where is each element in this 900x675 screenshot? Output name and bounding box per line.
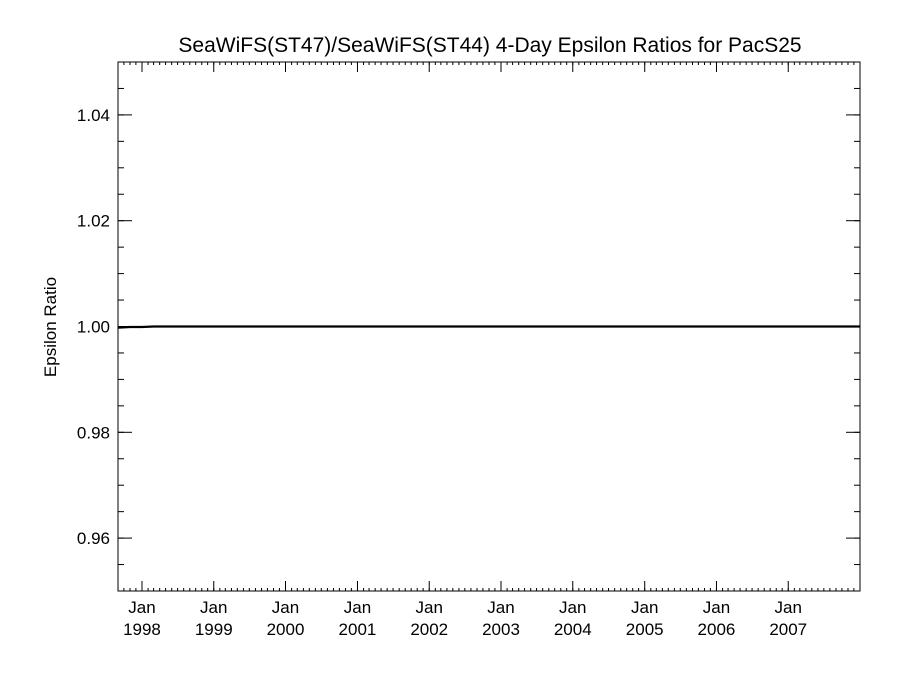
chart-title: SeaWiFS(ST47)/SeaWiFS(ST44) 4-Day Epsilo… — [178, 34, 801, 57]
x-tick-label-month: Jan — [128, 598, 155, 617]
y-tick-label: 1.02 — [77, 212, 110, 231]
x-tick-label-year: 2001 — [339, 620, 377, 639]
x-tick-label-month: Jan — [272, 598, 299, 617]
x-tick-label-year: 2005 — [626, 620, 664, 639]
series-line — [117, 325, 860, 329]
x-tick-label-month: Jan — [559, 598, 586, 617]
x-tick-label-year: 2004 — [554, 620, 592, 639]
x-tick-label-year: 2006 — [698, 620, 736, 639]
x-tick-label-month: Jan — [631, 598, 658, 617]
x-tick-label-month: Jan — [487, 598, 514, 617]
x-tick-label-year: 1999 — [195, 620, 233, 639]
y-tick-label: 0.98 — [77, 423, 110, 442]
x-tick-label-year: 1998 — [123, 620, 161, 639]
y-tick-label: 1.04 — [77, 106, 110, 125]
x-tick-label-month: Jan — [416, 598, 443, 617]
y-tick-label: 1.00 — [77, 318, 110, 337]
x-tick-label-year: 2007 — [769, 620, 807, 639]
x-tick-label-month: Jan — [344, 598, 371, 617]
x-tick-label-year: 2002 — [410, 620, 448, 639]
x-tick-label-month: Jan — [775, 598, 802, 617]
ticks-layer: 0.96 0.98 1.00 1.02 1.04 Jan 1998 Jan 1999 Jan 200… — [77, 61, 861, 639]
x-tick-label-month: Jan — [703, 598, 730, 617]
x-tick-label-month: Jan — [200, 598, 227, 617]
y-tick-label: 0.96 — [77, 529, 110, 548]
x-tick-label-year: 2000 — [267, 620, 305, 639]
x-tick-label-year: 2003 — [482, 620, 520, 639]
y-axis-label: Epsilon Ratio — [41, 277, 60, 377]
series-layer — [117, 325, 860, 329]
